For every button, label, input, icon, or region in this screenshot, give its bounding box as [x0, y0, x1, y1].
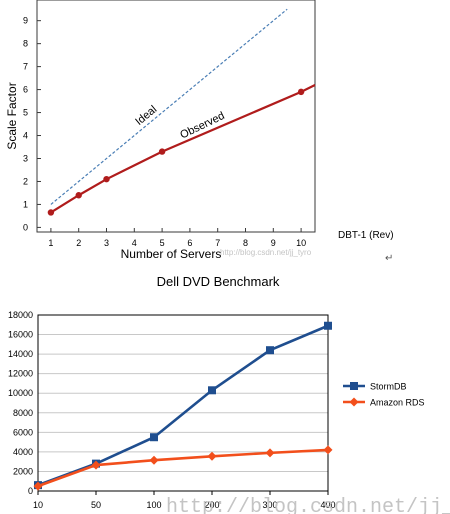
- chart2-y-tick-label: 2000: [13, 466, 33, 476]
- chart1-y-axis-label: Scale Factor: [5, 82, 19, 149]
- chart2-y-tick-label: 18000: [8, 310, 33, 320]
- chart2-series-amazon-rds-point: [91, 460, 101, 470]
- chart1-y-tick-label: 1: [23, 199, 28, 209]
- chart1-x-tick-label: 5: [160, 238, 165, 248]
- chart2-y-tick-label: 16000: [8, 330, 33, 340]
- chart2-series-amazon-rds-line: [37, 448, 329, 488]
- chart1-y-tick-label: 5: [23, 108, 28, 118]
- chart1-y-tick-label: 2: [23, 176, 28, 186]
- chart1-y-tick-label: 8: [23, 39, 28, 49]
- chart2-y-tick-label: 8000: [13, 408, 33, 418]
- legend-stormdb-label: StormDB: [370, 382, 407, 392]
- chart1-x-tick-label: 1: [48, 238, 53, 248]
- chart1-y-tick-label: 0: [23, 222, 28, 232]
- legend-amazon-rds-label: Amazon RDS: [370, 398, 425, 408]
- chart2-series-amazon-rds-point: [149, 455, 159, 465]
- chart1-y-tick-label: 6: [23, 85, 28, 95]
- chart1-x-tick-label: 10: [296, 238, 306, 248]
- chart-dell-dvd: Dell DVD Benchmark 0 2000 4000 6000 8000 1000…: [8, 274, 450, 514]
- chart1-series-observed-point: [75, 192, 82, 199]
- chart2-y-tick-label: 0: [28, 486, 33, 496]
- chart2-series-stormdb-point: [266, 346, 274, 355]
- chart1-x-tick-label: 6: [187, 238, 192, 248]
- chart2-y-tick-label: 14000: [8, 349, 33, 359]
- return-glyph: ↵: [385, 253, 393, 264]
- chart1-y-tick-label: 3: [23, 153, 28, 163]
- watermark-small: http://blog.csdn.net/jj_tyro: [220, 248, 312, 257]
- chart1-x-tick-label: 3: [104, 238, 109, 248]
- chart2-legend: StormDB Amazon RDS: [343, 382, 425, 408]
- legend-stormdb-marker: [350, 382, 358, 390]
- chart1-series-ideal-line: [50, 8, 288, 205]
- chart1-note: DBT-1 (Rev): [338, 230, 394, 241]
- chart2-x-tick-label: 400: [320, 500, 335, 510]
- chart1-x-tick-label: 9: [271, 238, 276, 248]
- chart1-x-axis-label: Number of Servers: [121, 247, 222, 261]
- chart1-x-tick-label: 2: [76, 238, 81, 248]
- chart2-x-tick-label: 50: [91, 500, 101, 510]
- chart2-x-tick-label: 10: [33, 500, 43, 510]
- chart2-series-amazon-rds-point: [207, 451, 217, 461]
- chart1-x-tick-label: 4: [132, 238, 137, 248]
- chart2-series-stormdb-point: [324, 321, 332, 330]
- chart1-x-tick-label: 8: [243, 238, 248, 248]
- chart2-x-tick-label: 200: [204, 500, 219, 510]
- chart2-title: Dell DVD Benchmark: [157, 274, 280, 289]
- legend-amazon-rds-marker: [349, 397, 359, 407]
- watermark-large: http://blog.csdn.net/jj_tyro: [166, 496, 450, 514]
- chart2-y-tick-label: 10000: [8, 388, 33, 398]
- chart1-y-tick-label: 9: [23, 16, 28, 26]
- chart2-series-amazon-rds-point: [323, 445, 333, 455]
- chart1-series-observed-point: [103, 175, 110, 183]
- chart2-series-stormdb-point: [208, 386, 216, 395]
- chart2-x-tick-label: 100: [146, 500, 161, 510]
- chart2-y-tick-label: 12000: [8, 369, 33, 379]
- chart2-x-tick-label: 300: [262, 500, 277, 510]
- chart2-plot-frame: [37, 314, 329, 492]
- chart2-series-stormdb-line: [37, 324, 329, 487]
- chart2-y-tick-label: 6000: [13, 427, 33, 437]
- chart2-series-stormdb-point: [150, 433, 158, 442]
- chart2-y-tick-label: 4000: [13, 447, 33, 457]
- chart2-series-amazon-rds-point: [265, 448, 275, 458]
- chart1-x-tick-label: 7: [215, 238, 220, 248]
- chart1-y-tick-label: 4: [23, 131, 28, 141]
- chart2-series-amazon-rds-point: [33, 481, 43, 491]
- chart1-y-tick-label: 7: [23, 62, 28, 72]
- chart1-series-observed-point: [297, 88, 305, 96]
- chart1-series-observed-point: [47, 209, 55, 216]
- chart1-series-observed-point: [158, 148, 166, 155]
